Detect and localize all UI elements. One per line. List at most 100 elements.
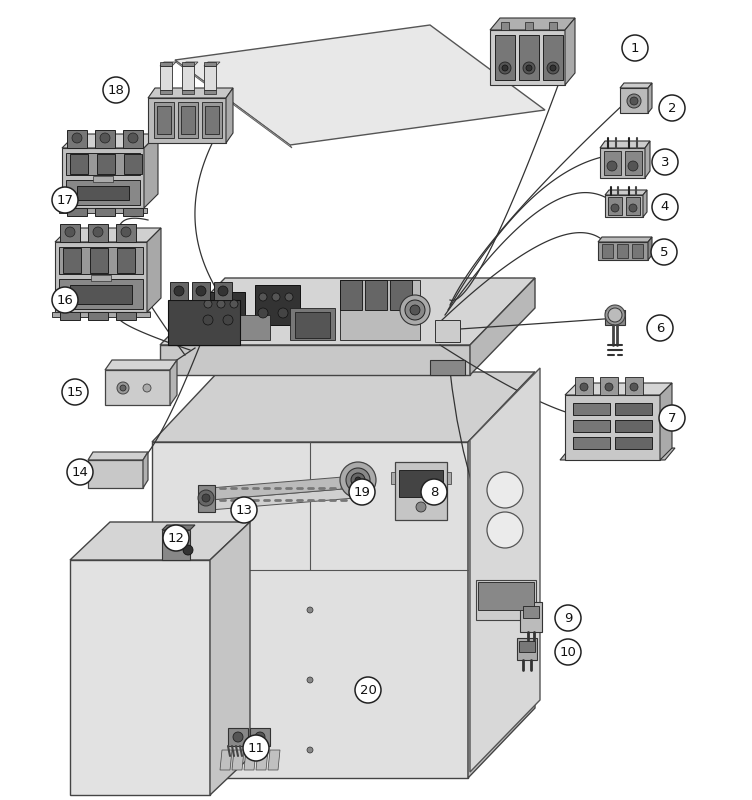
Circle shape xyxy=(121,227,131,237)
Circle shape xyxy=(255,732,265,742)
Circle shape xyxy=(526,65,532,71)
Polygon shape xyxy=(615,437,652,449)
Polygon shape xyxy=(470,278,535,375)
Polygon shape xyxy=(620,83,652,88)
Circle shape xyxy=(174,286,184,296)
Polygon shape xyxy=(181,106,195,134)
Polygon shape xyxy=(226,88,233,143)
Circle shape xyxy=(405,300,425,320)
Text: 11: 11 xyxy=(247,742,265,754)
Circle shape xyxy=(622,35,648,61)
Polygon shape xyxy=(160,278,535,345)
Polygon shape xyxy=(573,420,610,432)
Polygon shape xyxy=(205,106,219,134)
Circle shape xyxy=(278,308,288,318)
Circle shape xyxy=(204,300,212,308)
Polygon shape xyxy=(62,134,158,148)
Polygon shape xyxy=(560,448,675,460)
Polygon shape xyxy=(660,383,672,460)
Text: 13: 13 xyxy=(235,503,253,517)
Polygon shape xyxy=(523,606,539,618)
Polygon shape xyxy=(365,280,387,310)
Circle shape xyxy=(120,385,126,391)
Circle shape xyxy=(502,65,508,71)
Polygon shape xyxy=(232,750,244,770)
Circle shape xyxy=(555,639,581,665)
Circle shape xyxy=(65,227,75,237)
Polygon shape xyxy=(390,280,412,310)
Circle shape xyxy=(223,315,233,325)
Polygon shape xyxy=(152,442,468,778)
Polygon shape xyxy=(70,522,250,560)
Polygon shape xyxy=(490,30,565,85)
Polygon shape xyxy=(67,208,87,216)
Polygon shape xyxy=(617,244,628,258)
Polygon shape xyxy=(152,372,535,442)
Polygon shape xyxy=(77,186,129,200)
Polygon shape xyxy=(244,750,256,770)
Circle shape xyxy=(52,287,78,313)
Text: 4: 4 xyxy=(661,201,669,214)
Polygon shape xyxy=(468,372,535,778)
Polygon shape xyxy=(59,279,143,309)
Circle shape xyxy=(183,545,193,555)
Circle shape xyxy=(218,286,228,296)
Circle shape xyxy=(421,479,447,505)
Polygon shape xyxy=(60,312,80,320)
Circle shape xyxy=(630,383,638,391)
Circle shape xyxy=(346,468,370,492)
Circle shape xyxy=(233,732,243,742)
Circle shape xyxy=(652,149,678,175)
Circle shape xyxy=(196,286,206,296)
Polygon shape xyxy=(124,154,142,174)
Polygon shape xyxy=(214,282,232,300)
Polygon shape xyxy=(391,472,395,484)
Circle shape xyxy=(52,187,78,213)
Polygon shape xyxy=(93,176,113,182)
Polygon shape xyxy=(160,90,172,94)
Polygon shape xyxy=(600,141,650,148)
Polygon shape xyxy=(520,602,542,632)
Text: 8: 8 xyxy=(430,486,438,498)
Polygon shape xyxy=(340,280,420,340)
Circle shape xyxy=(272,293,280,301)
Polygon shape xyxy=(525,22,533,30)
Polygon shape xyxy=(70,154,88,174)
Circle shape xyxy=(629,204,637,212)
Text: 20: 20 xyxy=(359,683,377,697)
Circle shape xyxy=(349,479,375,505)
Polygon shape xyxy=(519,35,539,80)
Polygon shape xyxy=(519,641,535,652)
Polygon shape xyxy=(52,312,150,317)
Circle shape xyxy=(630,97,638,105)
Circle shape xyxy=(355,677,381,703)
Text: 15: 15 xyxy=(66,386,83,398)
Polygon shape xyxy=(55,242,147,312)
Polygon shape xyxy=(549,22,557,30)
Polygon shape xyxy=(204,62,216,66)
Polygon shape xyxy=(565,18,575,85)
Circle shape xyxy=(555,605,581,631)
Circle shape xyxy=(198,490,214,506)
Polygon shape xyxy=(476,580,536,620)
Text: 3: 3 xyxy=(661,155,669,169)
Polygon shape xyxy=(648,237,652,260)
Circle shape xyxy=(487,472,523,508)
Text: 10: 10 xyxy=(559,646,577,658)
Circle shape xyxy=(100,133,110,143)
Polygon shape xyxy=(200,292,245,332)
Polygon shape xyxy=(59,247,143,274)
Polygon shape xyxy=(615,420,652,432)
Polygon shape xyxy=(447,472,451,484)
Polygon shape xyxy=(88,224,108,242)
Polygon shape xyxy=(202,102,222,138)
Text: 1: 1 xyxy=(631,42,639,54)
Circle shape xyxy=(550,65,556,71)
Polygon shape xyxy=(62,148,144,208)
Polygon shape xyxy=(123,130,143,148)
Polygon shape xyxy=(154,102,174,138)
Circle shape xyxy=(351,473,365,487)
Polygon shape xyxy=(59,208,147,213)
Polygon shape xyxy=(626,197,640,215)
Circle shape xyxy=(652,194,678,220)
